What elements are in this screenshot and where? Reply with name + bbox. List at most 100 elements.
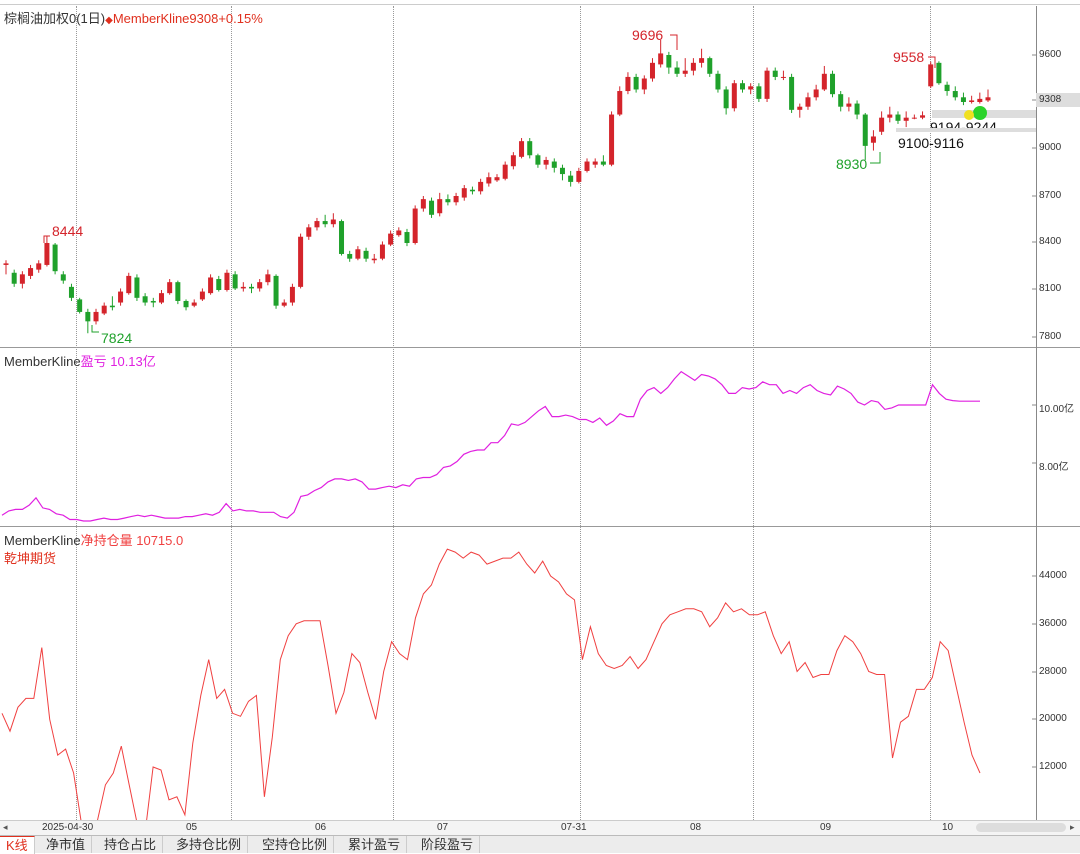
candle-body	[641, 78, 647, 90]
scroll-right-arrow-icon[interactable]: ▸	[1070, 822, 1075, 832]
candle-body	[453, 196, 459, 203]
candle-body	[461, 188, 467, 198]
zone-lower-label: 9100-9116	[898, 135, 964, 151]
tab-position-ratio[interactable]: 持仓占比	[98, 836, 164, 853]
candle-body	[429, 200, 435, 215]
candle-body	[101, 305, 107, 314]
tab-period-profit[interactable]: 阶段盈亏	[415, 836, 481, 853]
candle-body	[748, 86, 754, 90]
indicator-name: MemberKline	[4, 533, 81, 548]
tab-kline[interactable]: K线	[0, 836, 35, 854]
candle-body	[478, 181, 484, 192]
candle-body	[731, 83, 737, 109]
kline-ytick: 9600	[1039, 49, 1062, 60]
candle-body	[150, 300, 156, 303]
annotation-arrow	[43, 235, 50, 243]
candle-body	[805, 97, 811, 107]
candle-body	[797, 106, 803, 110]
candle-body	[592, 161, 598, 165]
candle-body	[134, 277, 140, 298]
candle-body	[658, 53, 664, 65]
bottom-tab-bar: K线 净市值 持仓占比 多持仓比例 空持仓比例 累计盈亏 阶段盈亏	[0, 835, 1080, 854]
scroll-thumb[interactable]	[976, 823, 1066, 832]
position-label: 净持仓量	[80, 533, 133, 548]
candle-body	[224, 272, 230, 290]
candle-body	[494, 177, 500, 181]
kline-pane-title: 棕榈油加权0(1日)◆MemberKline9308+0.15%	[4, 8, 263, 27]
profit-value: 10.13亿	[110, 354, 156, 369]
tab-short-ratio[interactable]: 空持仓比例	[256, 836, 335, 853]
candle-body	[568, 175, 574, 182]
candle-body	[772, 70, 778, 77]
candle-body	[3, 263, 9, 265]
position-ytick: 20000	[1039, 713, 1067, 724]
candle-body	[960, 97, 966, 102]
position-series-line	[1, 548, 981, 820]
profit-pane-title: MemberKline盈亏 10.13亿	[4, 351, 156, 370]
kline-ytick: 8100	[1039, 283, 1062, 294]
pane-separator	[0, 347, 1080, 348]
signal-dot-icon	[973, 106, 987, 120]
candle-body	[298, 236, 304, 287]
candle-body	[551, 161, 557, 168]
candle-body	[216, 279, 222, 290]
x-tick: 07-31	[561, 822, 587, 833]
x-tick: 10	[942, 822, 954, 833]
candle-body	[682, 70, 688, 74]
candle-body	[936, 62, 942, 84]
chart-canvas[interactable]	[0, 0, 1036, 820]
tab-cumulative-profit[interactable]: 累计盈亏	[342, 836, 408, 853]
tab-long-ratio[interactable]: 多持仓比例	[170, 836, 249, 853]
x-tick: 07	[437, 822, 449, 833]
position-ytick: 36000	[1039, 618, 1067, 629]
candle-body	[289, 286, 295, 303]
candle-body	[838, 94, 844, 107]
annotation-arrow	[928, 56, 936, 68]
member-name: 乾坤期货	[4, 551, 57, 566]
candle-body	[379, 244, 385, 259]
scroll-left-arrow-icon[interactable]: ◂	[3, 822, 8, 832]
kline-ytick: 7800	[1039, 331, 1062, 342]
candle-body	[191, 302, 197, 306]
candle-body	[830, 73, 836, 95]
candle-body	[388, 233, 394, 245]
candle-body	[28, 268, 34, 276]
candle-body	[44, 243, 50, 265]
x-tick: 08	[690, 822, 702, 833]
candle-body	[208, 277, 214, 294]
candle-body	[60, 274, 66, 281]
top-border	[0, 4, 1080, 5]
position-value: 10715.0	[136, 533, 184, 548]
candle-body	[519, 141, 525, 157]
profit-label: 盈亏	[80, 354, 107, 369]
candle-body	[68, 286, 74, 298]
tab-net-market-value[interactable]: 净市值	[40, 836, 93, 853]
profit-ytick: 8.00亿	[1039, 462, 1069, 473]
candle-body	[559, 167, 565, 175]
candle-body	[355, 249, 361, 259]
y-axis-line	[1036, 6, 1037, 820]
candle-body	[870, 136, 876, 143]
x-tick: 09	[820, 822, 832, 833]
indicator-value: 9308+0.15%	[189, 11, 263, 26]
zone-lower-band	[896, 128, 1036, 132]
candle-body	[920, 115, 926, 118]
position-pane-title: MemberKline净持仓量 10715.0	[4, 530, 183, 549]
candle-body	[764, 70, 770, 99]
candle-body	[445, 199, 451, 203]
candle-body	[412, 208, 418, 243]
candle-body	[281, 302, 287, 306]
candle-body	[142, 296, 148, 303]
kline-ytick: 8400	[1039, 236, 1062, 247]
zone-upper-label: 9194-9244	[930, 119, 997, 135]
candle-body	[19, 274, 25, 284]
position-ytick: 44000	[1039, 570, 1067, 581]
candle-body	[969, 100, 975, 102]
candle-body	[690, 62, 696, 71]
pane-separator	[0, 526, 1080, 527]
horizontal-scrollbar[interactable]	[0, 820, 1080, 835]
candle-body	[715, 73, 721, 90]
candle-body	[576, 170, 582, 182]
candle-body	[723, 89, 729, 109]
candle-body	[862, 114, 868, 146]
